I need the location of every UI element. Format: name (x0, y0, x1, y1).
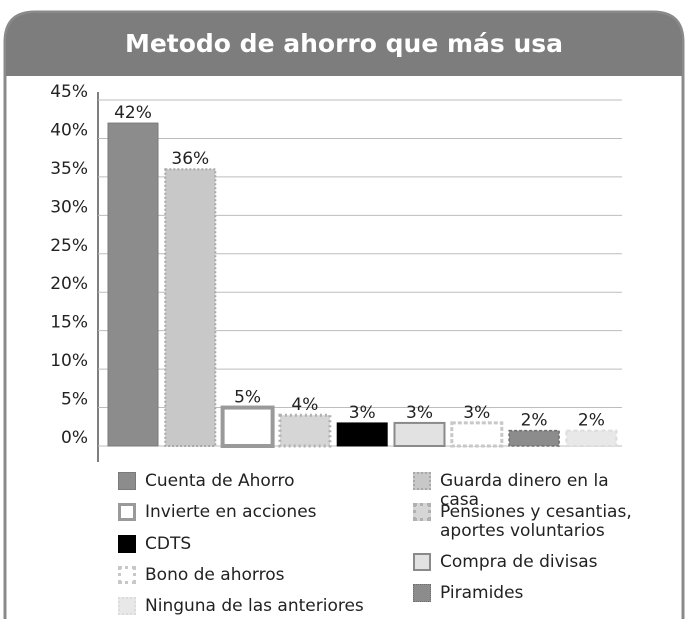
bar (220, 405, 275, 448)
y-tick-label: 10% (50, 351, 88, 371)
legend-swatch (413, 472, 431, 490)
legend-label: Invierte en acciones (145, 502, 317, 522)
value-label: 2% (578, 411, 605, 431)
legend-label: CDTS (145, 534, 192, 554)
bar (508, 429, 560, 447)
y-tick-label: 30% (50, 197, 88, 217)
legend-swatch (118, 503, 136, 521)
legend-item: Ninguna de las anteriores (118, 597, 378, 616)
bar (393, 421, 446, 447)
value-label: 3% (406, 403, 433, 423)
value-label: 3% (349, 403, 376, 423)
legend-swatch (413, 553, 431, 571)
bar (336, 422, 388, 447)
y-tick-label: 5% (61, 390, 88, 410)
y-tick-label: 0% (61, 428, 88, 448)
value-label: 3% (463, 403, 490, 423)
legend-swatch (118, 566, 136, 584)
legend-item: Invierte en acciones (118, 503, 378, 522)
legend-label: Guarda dinero en la casa (440, 471, 609, 510)
legend-label: Piramides (440, 583, 524, 603)
bar (107, 122, 159, 447)
y-tick-label: 15% (50, 313, 88, 333)
legend-label: Cuenta de Ahorro (145, 471, 295, 491)
value-label: 5% (234, 388, 261, 408)
value-label: 42% (114, 103, 152, 123)
legend-item: Guarda dinero en la casa (413, 472, 645, 510)
bar (164, 168, 217, 447)
title-bar (6, 13, 682, 76)
legend-swatch (413, 503, 431, 521)
legend-swatch (118, 472, 136, 490)
y-tick-label: 40% (50, 120, 88, 140)
y-tick-label: 25% (50, 236, 88, 256)
legend-item: Cuenta de Ahorro (118, 472, 378, 491)
bar (565, 429, 618, 448)
bar (450, 421, 504, 448)
legend-item: Compra de divisas (413, 553, 645, 572)
legend-item: Pensiones y cesantias, aportes voluntari… (413, 503, 645, 541)
legend-item: CDTS (118, 535, 378, 554)
legend-label: Compra de divisas (440, 552, 598, 572)
legend-swatch (118, 597, 136, 615)
legend-item: Piramides (413, 584, 645, 603)
legend-label: Ninguna de las anteriores (145, 596, 364, 616)
bar (278, 413, 332, 448)
legend-swatch (413, 584, 431, 602)
legend-label: Pensiones y cesantias, aportes voluntari… (440, 502, 632, 541)
value-label: 4% (291, 395, 318, 415)
legend-item: Bono de ahorros (118, 566, 378, 585)
frame (3, 10, 685, 619)
y-tick-label: 20% (50, 274, 88, 294)
value-label: 36% (171, 149, 209, 169)
chart-title: Metodo de ahorro que más usa (125, 29, 563, 58)
legend-swatch (118, 535, 136, 553)
legend-label: Bono de ahorros (145, 565, 285, 585)
value-label: 2% (521, 411, 548, 431)
y-tick-label: 35% (50, 159, 88, 179)
y-tick-label: 45% (50, 82, 88, 102)
